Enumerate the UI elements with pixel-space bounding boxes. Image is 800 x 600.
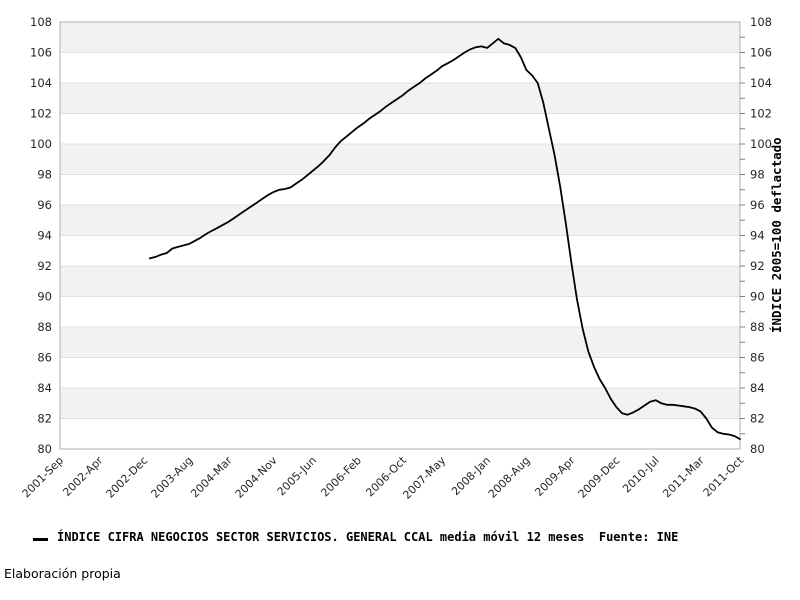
svg-text:2002-Apr: 2002-Apr	[60, 454, 105, 499]
svg-text:100: 100	[30, 137, 52, 151]
svg-text:2010-Jul: 2010-Jul	[620, 454, 662, 496]
legend-line-marker	[33, 537, 48, 541]
grid-lines	[60, 21, 740, 450]
svg-text:108: 108	[750, 15, 772, 29]
svg-text:90: 90	[37, 290, 52, 304]
svg-text:80: 80	[37, 442, 52, 456]
svg-text:104: 104	[30, 76, 52, 90]
svg-text:96: 96	[37, 198, 52, 212]
svg-text:86: 86	[750, 351, 765, 365]
right-axis-labels: 80 82 84 86 88 90 92 94 96 98 100 102 104 106 108	[750, 15, 772, 456]
left-axis-labels: 80 82 84 86 88 90 92 94 96 98 100 102 104 106 108	[30, 15, 52, 456]
svg-text:80: 80	[750, 442, 765, 456]
svg-text:84: 84	[750, 381, 765, 395]
svg-text:96: 96	[750, 198, 765, 212]
svg-text:100: 100	[750, 137, 772, 151]
svg-text:106: 106	[750, 46, 772, 60]
svg-text:102: 102	[30, 107, 52, 121]
svg-text:82: 82	[37, 412, 52, 426]
source-note: Elaboración propia	[4, 566, 121, 581]
svg-text:2005-Jun: 2005-Jun	[275, 454, 319, 498]
svg-text:84: 84	[37, 381, 52, 395]
svg-text:2011-Oct: 2011-Oct	[701, 453, 747, 499]
svg-text:94: 94	[750, 229, 765, 243]
svg-text:88: 88	[37, 320, 52, 334]
svg-text:2004-Mar: 2004-Mar	[188, 454, 235, 501]
right-axis-title: ÍNDICE 2005=100 deflactado	[769, 137, 784, 333]
right-axis-ticks	[740, 36, 745, 435]
x-axis-labels: 2001-Sep2002-Apr2002-Dec2003-Aug2004-Mar…	[20, 453, 747, 501]
svg-text:2004-Nov: 2004-Nov	[233, 454, 280, 501]
svg-text:86: 86	[37, 351, 52, 365]
svg-text:2008-Aug: 2008-Aug	[486, 454, 533, 501]
svg-text:98: 98	[37, 168, 52, 182]
plot-bands	[60, 22, 740, 419]
svg-text:104: 104	[750, 76, 772, 90]
svg-text:82: 82	[750, 412, 765, 426]
svg-text:2003-Aug: 2003-Aug	[149, 454, 196, 501]
svg-text:92: 92	[750, 259, 765, 273]
svg-text:98: 98	[750, 168, 765, 182]
legend-label: ÍNDICE CIFRA NEGOCIOS SECTOR SERVICIOS. …	[57, 530, 679, 544]
svg-text:2011-Mar: 2011-Mar	[660, 454, 707, 501]
svg-text:2009-Apr: 2009-Apr	[532, 454, 577, 499]
svg-text:2009-Dec: 2009-Dec	[576, 454, 623, 501]
svg-text:92: 92	[37, 259, 52, 273]
series-line	[148, 37, 741, 441]
svg-text:108: 108	[30, 15, 52, 29]
svg-text:2001-Sep: 2001-Sep	[20, 454, 66, 500]
svg-text:88: 88	[750, 320, 765, 334]
svg-text:102: 102	[750, 107, 772, 121]
svg-text:2007-May: 2007-May	[400, 454, 448, 502]
svg-text:90: 90	[750, 290, 765, 304]
chart-legend: ÍNDICE CIFRA NEGOCIOS SECTOR SERVICIOS. …	[33, 530, 678, 544]
svg-text:2002-Dec: 2002-Dec	[104, 454, 151, 501]
svg-text:94: 94	[37, 229, 52, 243]
svg-text:106: 106	[30, 46, 52, 60]
svg-text:2006-Feb: 2006-Feb	[318, 454, 364, 500]
